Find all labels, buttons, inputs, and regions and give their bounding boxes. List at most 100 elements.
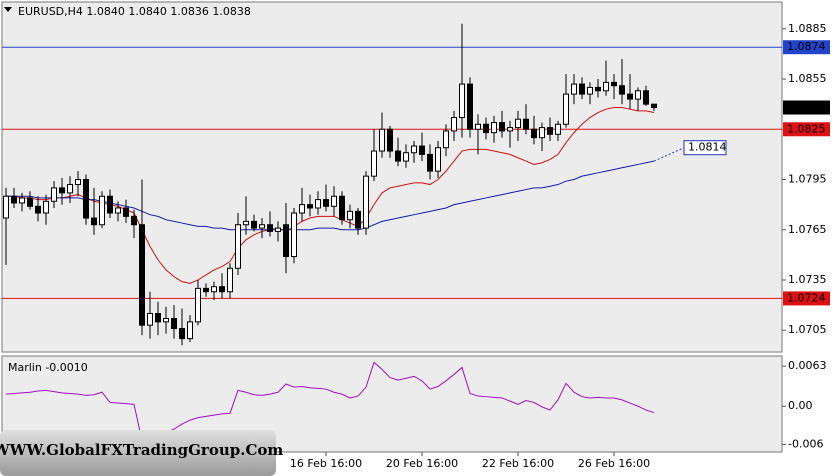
candle-body	[35, 205, 41, 214]
candle-body	[387, 128, 393, 152]
candle-body	[443, 130, 449, 149]
candle-body	[347, 210, 353, 221]
candle-body	[43, 200, 49, 214]
candle-body	[371, 150, 377, 177]
level-label-box	[783, 291, 830, 306]
candle-body	[243, 220, 249, 226]
candle-body	[227, 267, 233, 293]
moving-average	[6, 160, 655, 231]
candle-body	[171, 318, 177, 330]
candle-body	[19, 197, 25, 204]
main-panel	[1, 1, 783, 353]
candle-body	[315, 199, 321, 209]
y-tick-label: 1.0885	[788, 22, 827, 35]
candle-body	[411, 145, 417, 154]
candle-body	[403, 152, 409, 162]
candle-body	[603, 81, 609, 92]
candle-body	[99, 195, 105, 226]
indicator-label: Marlin -0.0010	[8, 361, 88, 374]
candle-body	[27, 197, 33, 207]
level-label: 1.0874	[787, 40, 826, 53]
candle-body	[459, 83, 465, 119]
y-tick-label: 0.0063	[788, 359, 827, 372]
candle-body	[83, 179, 89, 219]
candle-body	[299, 204, 305, 214]
candle-body	[11, 195, 17, 204]
candle-body	[355, 210, 361, 229]
candle-body	[139, 224, 145, 326]
y-tick-label: 1.0855	[788, 72, 827, 85]
candle-body	[267, 224, 273, 232]
candle-body	[3, 195, 9, 219]
candle-body	[163, 318, 169, 323]
candle-body	[147, 312, 153, 326]
candle-body	[619, 85, 625, 95]
candle-body	[155, 312, 161, 323]
candle-body	[611, 81, 617, 87]
y-tick-label: 0.00	[788, 399, 813, 412]
candle-body	[499, 122, 505, 132]
y-tick-label: 1.0765	[788, 223, 827, 236]
candle-body	[187, 321, 193, 340]
candle-body	[123, 207, 129, 217]
candle-body	[51, 187, 57, 202]
level-label-box	[783, 40, 830, 55]
main-layer: 1.0705 1.0735 1.0765 1.0795 1.0855 1.0885 16 F…	[2, 22, 830, 470]
candle-body	[587, 86, 593, 95]
candle-body	[283, 224, 289, 258]
candle-body	[331, 195, 337, 207]
y-tick-label: 1.0795	[788, 173, 827, 186]
candle-body	[379, 128, 385, 152]
x-tick-label: 20 Feb 16:00	[386, 457, 458, 470]
candle-body	[219, 286, 225, 293]
watermark: WWW.GlobalFXTradingGroup.Com	[0, 441, 283, 459]
candle-body	[259, 224, 265, 229]
projection-label-box	[683, 140, 727, 156]
candle-body	[235, 224, 241, 269]
candle-body	[363, 175, 369, 229]
projection-line	[653, 147, 685, 162]
candle-body	[547, 127, 553, 135]
candle-body	[203, 287, 209, 293]
candle-body	[515, 118, 521, 129]
price-label: 1.0838	[787, 101, 826, 114]
candle-body	[467, 83, 473, 130]
candle-body	[115, 207, 121, 214]
candle-body	[539, 127, 545, 139]
candle-body	[483, 123, 489, 134]
level-label: 1.0825	[787, 122, 826, 135]
candle-body	[571, 83, 577, 95]
chart-title: EURUSD,H4 1.0840 1.0840 1.0836 1.0838	[18, 5, 251, 18]
moving-average	[6, 107, 655, 284]
candle-body	[595, 86, 601, 92]
candle-body	[427, 153, 433, 172]
candle-body	[531, 128, 537, 139]
title-marker	[4, 7, 12, 12]
candle-body	[339, 195, 345, 221]
candle-body	[507, 127, 513, 132]
watermark-box	[0, 430, 276, 476]
candle-body	[563, 93, 569, 125]
x-tick-label: 16 Feb 16:00	[290, 457, 362, 470]
indicator-line	[5, 361, 655, 442]
candle-body	[307, 204, 313, 209]
candle-body	[651, 103, 657, 109]
projection-label: 1.0814	[688, 141, 727, 154]
candle-body	[251, 220, 257, 229]
candle-body	[275, 227, 281, 232]
candle-body	[195, 287, 201, 323]
candle-body	[323, 199, 329, 207]
candle-body	[555, 123, 561, 135]
candle-body	[451, 117, 457, 132]
y-tick-label: -0.006	[788, 437, 823, 450]
candle-body	[435, 147, 441, 172]
level-label-box	[783, 122, 830, 137]
level-label: 1.0724	[787, 291, 826, 304]
candle-body	[75, 179, 81, 186]
candle-body	[579, 83, 585, 95]
x-tick-label: 22 Feb 16:00	[482, 457, 554, 470]
candle-body	[107, 195, 113, 214]
candle-body	[67, 184, 73, 194]
